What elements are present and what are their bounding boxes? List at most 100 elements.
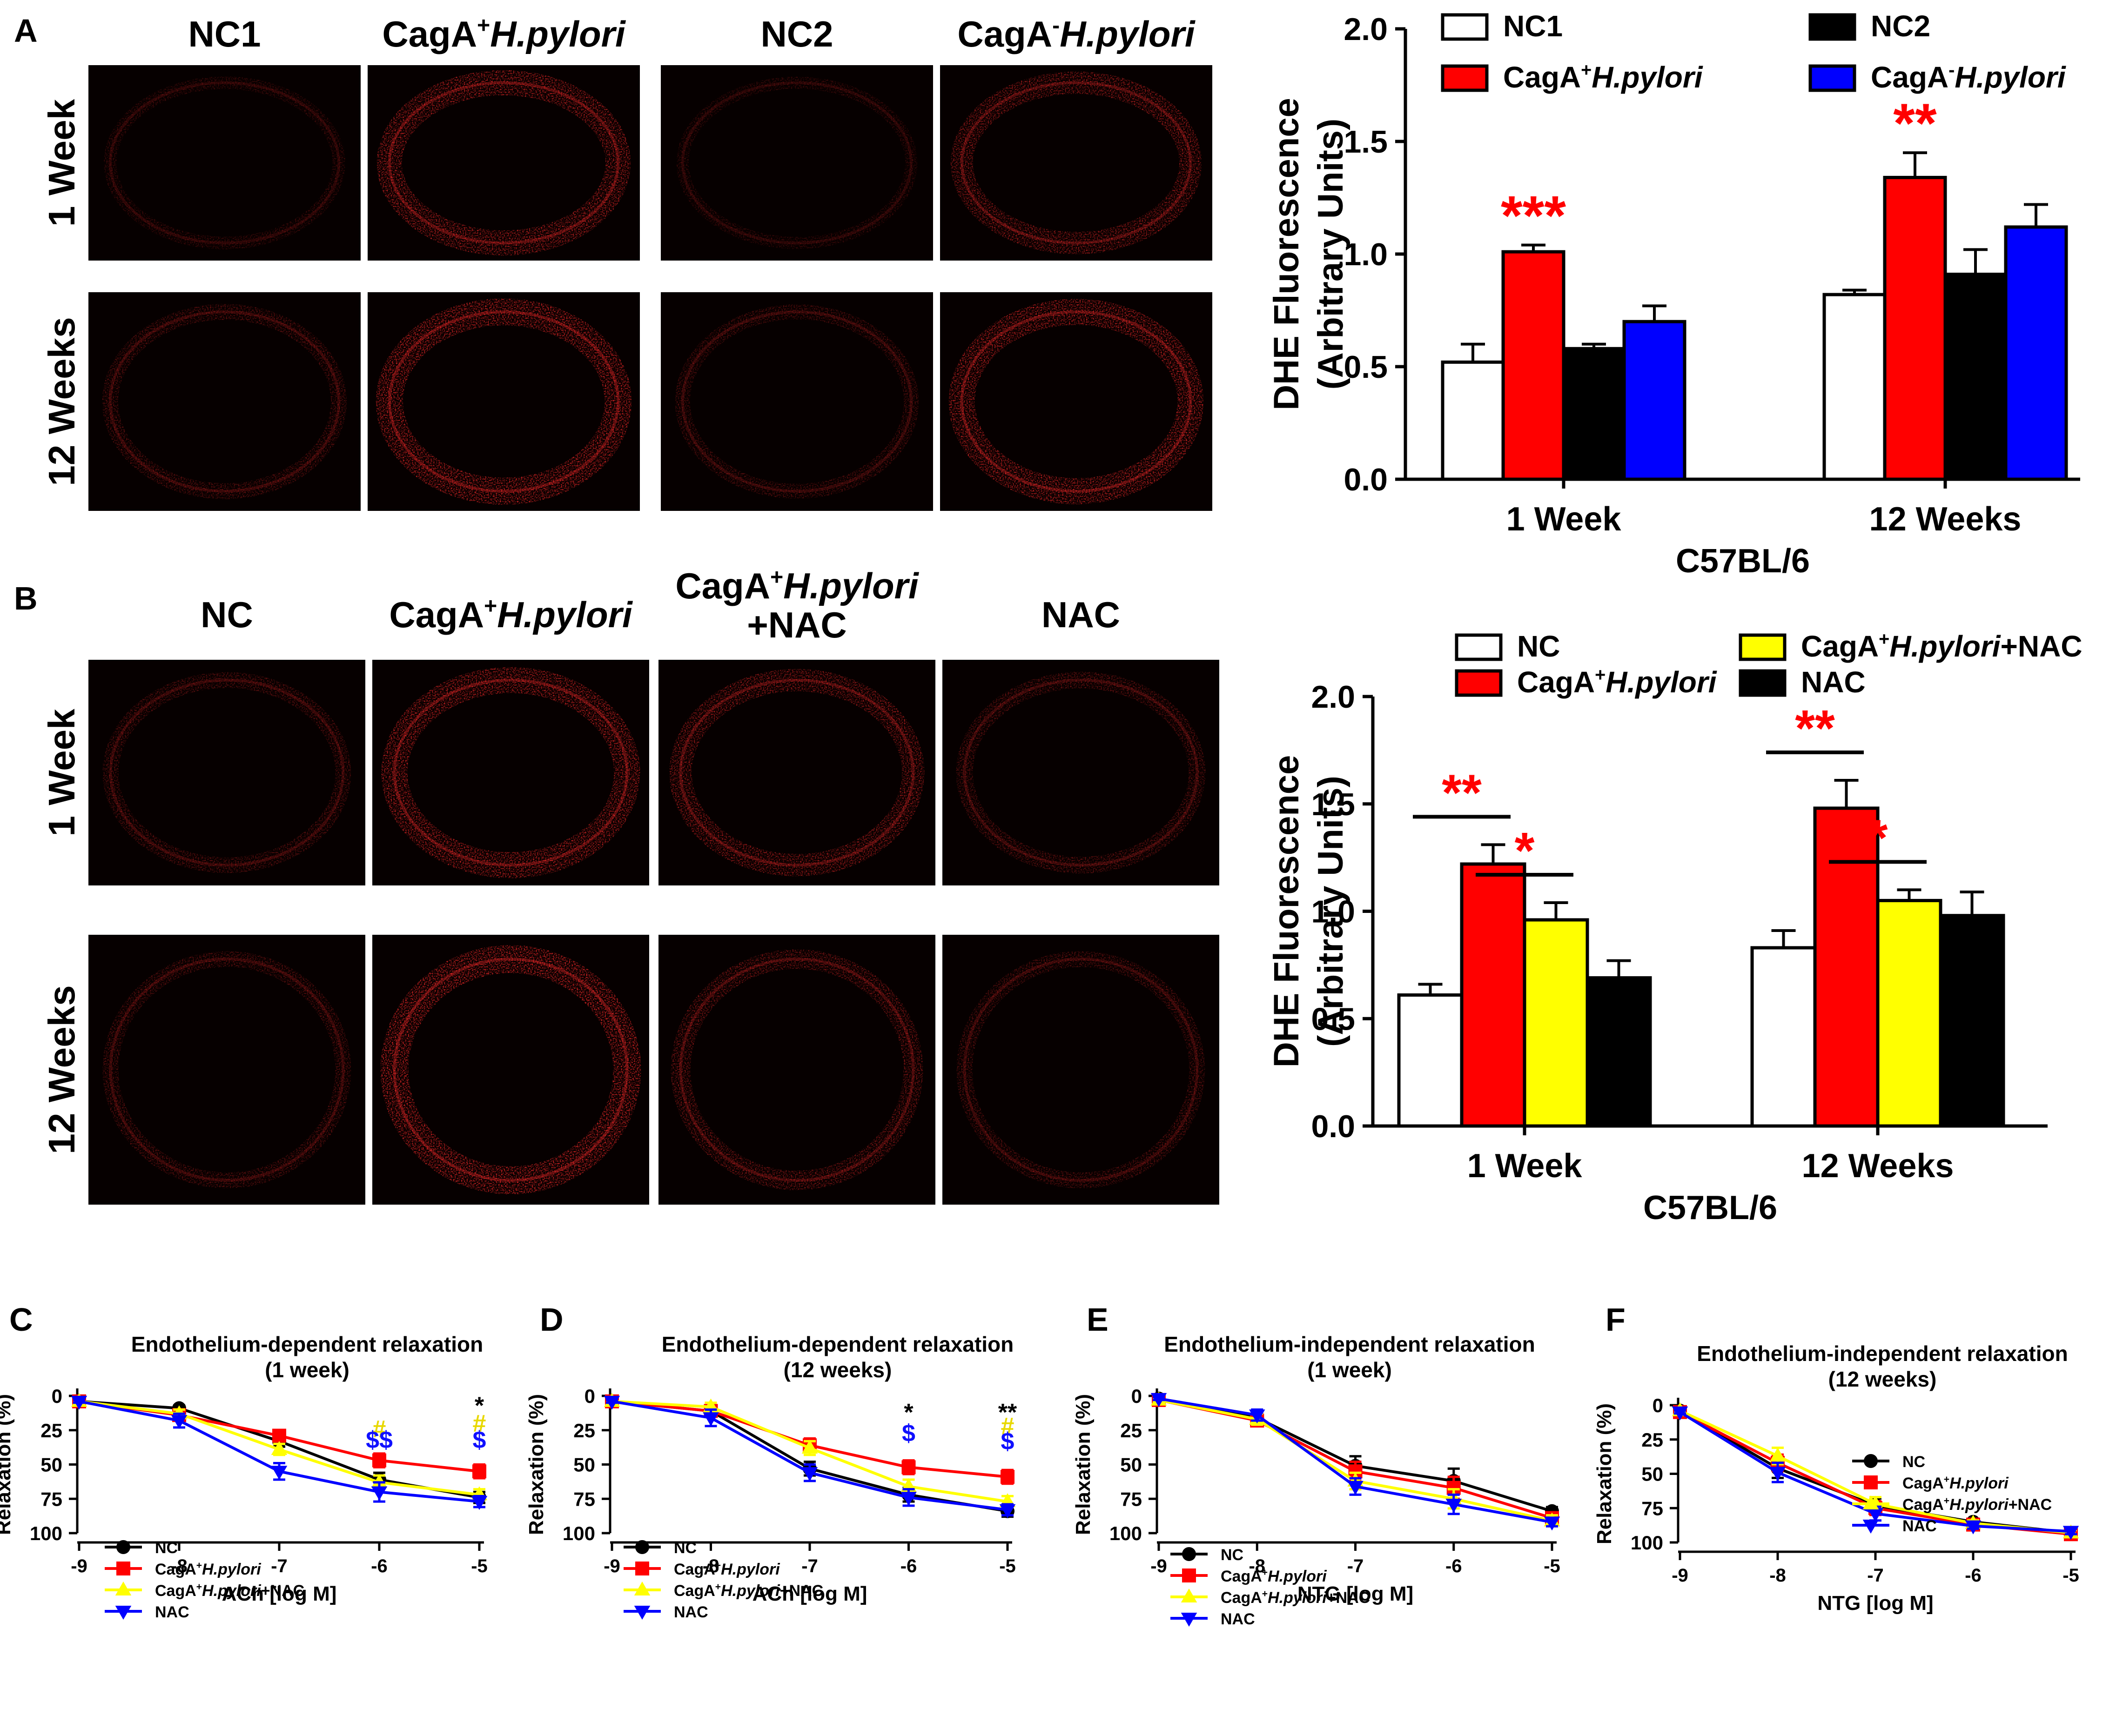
micrograph-vessel-glow bbox=[388, 81, 620, 245]
micro-column-header: CagA-H.pylori bbox=[957, 13, 1195, 54]
data-point-marker bbox=[116, 1562, 130, 1575]
data-point-marker bbox=[634, 1606, 651, 1620]
legend-label-base: NC1 bbox=[1503, 9, 1563, 43]
legend-label-italic: H.pylori bbox=[1949, 1496, 2009, 1514]
legend-label-base: NC bbox=[1221, 1546, 1243, 1564]
panel-letters: A B C D E F bbox=[9, 13, 1626, 1338]
bar bbox=[1523, 918, 1589, 1128]
significance-annotation: $ bbox=[1001, 1428, 1014, 1455]
micrograph-vessel-ring bbox=[102, 304, 347, 499]
x-tick-label: -5 bbox=[471, 1556, 488, 1576]
significance-annotation: ** bbox=[1795, 700, 1835, 757]
micrograph-vessel-ring bbox=[956, 671, 1206, 874]
data-point-marker bbox=[1182, 1547, 1196, 1561]
y-tick-label: 100 bbox=[1631, 1532, 1663, 1554]
data-point-marker bbox=[371, 1486, 388, 1501]
data-point-marker bbox=[271, 1466, 288, 1480]
bar bbox=[1501, 250, 1565, 481]
bar bbox=[1397, 993, 1464, 1128]
legend-label: CagA+H.pylori bbox=[155, 1560, 262, 1578]
micro-column-header: NAC bbox=[1041, 594, 1120, 635]
legend-label-suffix: +NAC bbox=[1327, 1589, 1371, 1607]
legend-label: CagA+H.pylori+NAC bbox=[1801, 629, 2083, 663]
legend-label-base: NC bbox=[674, 1539, 697, 1557]
y-tick-label: 0 bbox=[1653, 1394, 1663, 1416]
legend-label-base: CagA bbox=[674, 1561, 715, 1578]
panel-a-bar-chart: 0.00.51.01.52.01 Week 12 Weeks*****DHE Fl… bbox=[1267, 9, 2080, 580]
micrograph-cell bbox=[88, 65, 361, 261]
bar bbox=[1822, 293, 1887, 481]
data-point-marker bbox=[635, 1562, 649, 1575]
micrograph-vessel-ring bbox=[102, 672, 351, 873]
chart-subtitle: (12 weeks) bbox=[1828, 1367, 1937, 1391]
micrograph-vessel-ring bbox=[669, 669, 925, 877]
bar bbox=[1750, 946, 1817, 1128]
x-axis-label: ACh [log M] bbox=[222, 1582, 337, 1605]
legend-label: NC bbox=[155, 1539, 178, 1557]
x-tick-label: 12 Weeks bbox=[1802, 1147, 1954, 1185]
significance-annotation: ** bbox=[1893, 92, 1937, 154]
legend-label-italic: H.pylori bbox=[1606, 665, 1717, 699]
significance-annotation: $ bbox=[473, 1427, 486, 1454]
micro-column-header-sup: + bbox=[484, 593, 497, 618]
panel-letter: B bbox=[14, 580, 38, 617]
chart-title: Endothelium-independent relaxation bbox=[1164, 1332, 1535, 1356]
y-tick-label: 1.5 bbox=[1311, 787, 1355, 822]
legend-label-suffix: +NAC bbox=[780, 1582, 824, 1600]
data-point-marker bbox=[116, 1540, 130, 1554]
micrograph-cell bbox=[940, 292, 1212, 511]
data-point-marker bbox=[1181, 1613, 1197, 1627]
micro-row-label: 1 Week bbox=[41, 709, 82, 837]
micro-column-header: CagA+H.pylori bbox=[675, 564, 919, 606]
data-point-marker bbox=[71, 1395, 87, 1410]
micrograph-vessel-ring bbox=[381, 667, 640, 878]
legend-label-italic: H.pylori bbox=[1889, 630, 2001, 663]
legend-swatch bbox=[1441, 13, 1489, 41]
micrograph-cell bbox=[942, 660, 1219, 885]
legend-label-sup: + bbox=[1595, 665, 1606, 685]
legend-label-base: CagA bbox=[1902, 1496, 1944, 1514]
legend-label: NAC bbox=[674, 1603, 708, 1621]
legend-label: NC bbox=[1517, 630, 1560, 663]
micro-column-header: NC2 bbox=[760, 13, 833, 54]
legend-label-italic: H.pylori bbox=[721, 1561, 780, 1578]
data-point-marker bbox=[1150, 1393, 1167, 1407]
bar bbox=[1460, 862, 1526, 1128]
micrograph-cell bbox=[661, 65, 933, 261]
micrograph-vessel-ring bbox=[676, 76, 918, 249]
x-tick-label: -6 bbox=[1965, 1565, 1982, 1586]
micrograph-cell bbox=[372, 660, 649, 885]
x-tick-label: -8 bbox=[1769, 1565, 1786, 1586]
legend-label-sup: + bbox=[715, 1582, 721, 1592]
x-tick-label: -6 bbox=[1445, 1556, 1462, 1576]
legend-label: NC bbox=[1221, 1546, 1243, 1564]
x-tick-label: -9 bbox=[604, 1556, 620, 1576]
micro-column-header-base: CagA bbox=[675, 565, 770, 606]
legend-label: NAC bbox=[1801, 665, 1866, 699]
micrograph-cell bbox=[368, 65, 640, 261]
data-point-marker bbox=[2063, 1526, 2079, 1540]
micro-column-header-sup: + bbox=[770, 564, 783, 590]
panel-letter: D bbox=[540, 1301, 564, 1338]
x-axis-label: NTG [log M] bbox=[1297, 1582, 1413, 1605]
x-axis-label: NTG [log M] bbox=[1817, 1592, 1933, 1615]
legend-label-base: CagA bbox=[1517, 665, 1595, 699]
x-tick-label: -7 bbox=[1867, 1565, 1884, 1586]
panel-e-line-chart: Endothelium-independent relaxation(1 wee… bbox=[1072, 1332, 1560, 1628]
data-point-marker bbox=[271, 1441, 288, 1455]
legend-label-sup: + bbox=[1262, 1567, 1268, 1578]
y-tick-label: 0.5 bbox=[1344, 349, 1388, 385]
y-tick-label: 0 bbox=[52, 1385, 62, 1407]
micrograph-cell bbox=[942, 935, 1219, 1205]
micrograph-vessel-glow bbox=[108, 81, 341, 245]
legend-label-suffix: +NAC bbox=[2001, 630, 2083, 663]
data-point-marker bbox=[371, 1474, 388, 1488]
legend-label: CagA-H.pylori bbox=[1871, 60, 2066, 94]
legend-label-sup: - bbox=[1948, 60, 1955, 80]
legend-label-italic: H.pylori bbox=[1592, 60, 1703, 94]
legend-label-italic: H.pylori bbox=[202, 1582, 262, 1600]
data-point-marker bbox=[901, 1460, 916, 1475]
panel-letter: A bbox=[14, 13, 38, 49]
